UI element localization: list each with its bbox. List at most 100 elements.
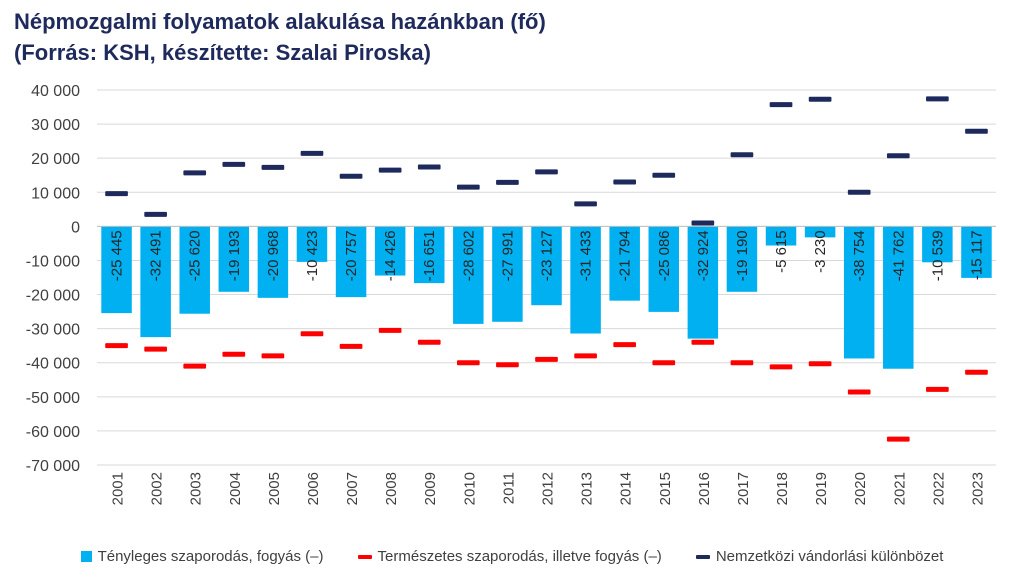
x-tick-label: 2018	[774, 472, 791, 505]
y-tick-label: 20 000	[31, 151, 80, 168]
bar-data-label: -23 127	[539, 230, 556, 281]
chart-title-line-1: Népmozgalmi folyamatok alakulása hazánkb…	[14, 9, 546, 34]
vandorlasi-marker	[535, 169, 558, 175]
y-tick-label: 10 000	[31, 185, 80, 202]
legend-label-termeszetes: Természetes szaporodás, illetve fogyás (…	[377, 548, 662, 565]
x-tick-label: 2003	[188, 472, 205, 505]
y-tick-label: 0	[71, 219, 80, 236]
bar	[609, 226, 640, 301]
vandorlasi-marker	[613, 179, 637, 185]
termeszetes-marker	[300, 331, 324, 337]
bar-data-label: -25 086	[656, 230, 673, 281]
bar	[296, 226, 328, 262]
vandorlasi-marker	[183, 170, 207, 176]
x-tick-label: 2017	[735, 472, 752, 505]
legend-swatch-navy-dash	[695, 554, 710, 559]
termeszetes-marker	[456, 360, 480, 366]
termeszetes-marker	[847, 389, 871, 395]
x-tick-label: 2019	[813, 472, 830, 505]
y-tick-label: -20 000	[26, 288, 80, 305]
termeszetes-marker	[105, 343, 128, 349]
bar	[726, 226, 758, 292]
termeszetes-marker	[808, 361, 832, 367]
bar-data-label: -3 230	[812, 230, 829, 273]
bar	[687, 226, 719, 339]
bar-data-label: -10 539	[929, 230, 946, 281]
vandorlasi-marker	[261, 164, 285, 170]
vandorlasi-marker	[886, 153, 910, 159]
x-tick-label: 2011	[500, 472, 517, 504]
x-tick-label: 2008	[383, 472, 400, 505]
bar-data-label: -19 190	[734, 230, 751, 281]
y-tick-label: -10 000	[26, 253, 80, 270]
termeszetes-marker	[183, 363, 207, 369]
vandorlasi-marker	[691, 220, 715, 226]
bar-data-label: -38 754	[851, 230, 868, 281]
bar-data-label: -32 924	[695, 230, 712, 281]
termeszetes-marker	[535, 356, 558, 362]
termeszetes-marker	[339, 343, 363, 349]
legend-item-tenyleges: Tényleges szaporodás, fogyás (–)	[80, 548, 324, 565]
bar-data-label: -27 991	[499, 230, 516, 281]
termeszetes-marker	[261, 353, 285, 359]
y-tick-label: -40 000	[26, 356, 80, 373]
legend-item-vandorlasi: Nemzetközi vándorlási különbözet	[695, 548, 943, 565]
bar	[843, 226, 875, 359]
vandorlasi-marker	[417, 164, 441, 170]
vandorlasi-marker	[926, 96, 949, 102]
x-tick-label: 2004	[227, 472, 244, 505]
legend-item-termeszetes: Természetes szaporodás, illetve fogyás (…	[357, 548, 662, 565]
vandorlasi-marker	[496, 179, 519, 185]
x-tick-label: 2007	[344, 472, 361, 505]
bar-data-label: -20 757	[343, 230, 360, 281]
vandorlasi-marker	[769, 102, 793, 108]
x-tick-label: 2010	[461, 472, 478, 505]
bar	[374, 226, 406, 276]
termeszetes-marker	[496, 362, 519, 368]
y-tick-label: -70 000	[26, 458, 80, 475]
bar-data-label: -21 794	[617, 230, 634, 281]
chart-title-line-2: (Forrás: KSH, készítette: Szalai Piroska…	[14, 40, 431, 65]
vandorlasi-marker	[730, 152, 754, 158]
bar-data-label: -5 615	[773, 230, 790, 273]
x-tick-label: 2021	[891, 472, 908, 505]
bar-data-label: -10 423	[304, 230, 321, 281]
x-tick-label: 2020	[852, 472, 869, 505]
termeszetes-marker	[691, 339, 715, 345]
vandorlasi-marker	[456, 184, 480, 190]
vandorlasi-marker	[105, 191, 128, 197]
termeszetes-marker	[652, 360, 676, 366]
termeszetes-marker	[417, 339, 441, 345]
x-tick-label: 2006	[305, 472, 322, 505]
legend-label-tenyleges: Tényleges szaporodás, fogyás (–)	[97, 548, 324, 565]
vandorlasi-marker	[378, 167, 402, 173]
x-tick-label: 2009	[422, 472, 439, 505]
bar	[961, 226, 992, 278]
x-tick-label: 2015	[657, 472, 674, 505]
bar-data-label: -31 433	[578, 230, 595, 281]
x-tick-label: 2001	[110, 472, 127, 505]
bar	[257, 226, 289, 298]
bar	[883, 226, 914, 369]
x-tick-label: 2022	[930, 472, 947, 505]
bar-data-label: -28 602	[460, 230, 477, 281]
termeszetes-marker	[965, 369, 988, 375]
bar	[765, 226, 797, 246]
vandorlasi-marker	[652, 172, 676, 178]
bar	[648, 226, 680, 312]
bar	[922, 226, 953, 263]
x-tick-label: 2013	[579, 472, 596, 505]
termeszetes-marker	[613, 342, 637, 348]
bar	[453, 226, 484, 324]
y-tick-label: 40 000	[31, 83, 80, 100]
legend-swatch-bar	[80, 551, 92, 562]
termeszetes-marker	[730, 360, 754, 366]
chart-legend: Tényleges szaporodás, fogyás (–) Termész…	[0, 548, 1024, 565]
bar-data-label: -32 491	[148, 230, 165, 281]
y-tick-label: -30 000	[26, 322, 80, 339]
legend-swatch-red-dash	[357, 554, 372, 559]
termeszetes-marker	[926, 386, 949, 392]
bar-data-label: -41 762	[890, 230, 907, 281]
bar	[531, 226, 562, 306]
bar	[804, 226, 836, 238]
